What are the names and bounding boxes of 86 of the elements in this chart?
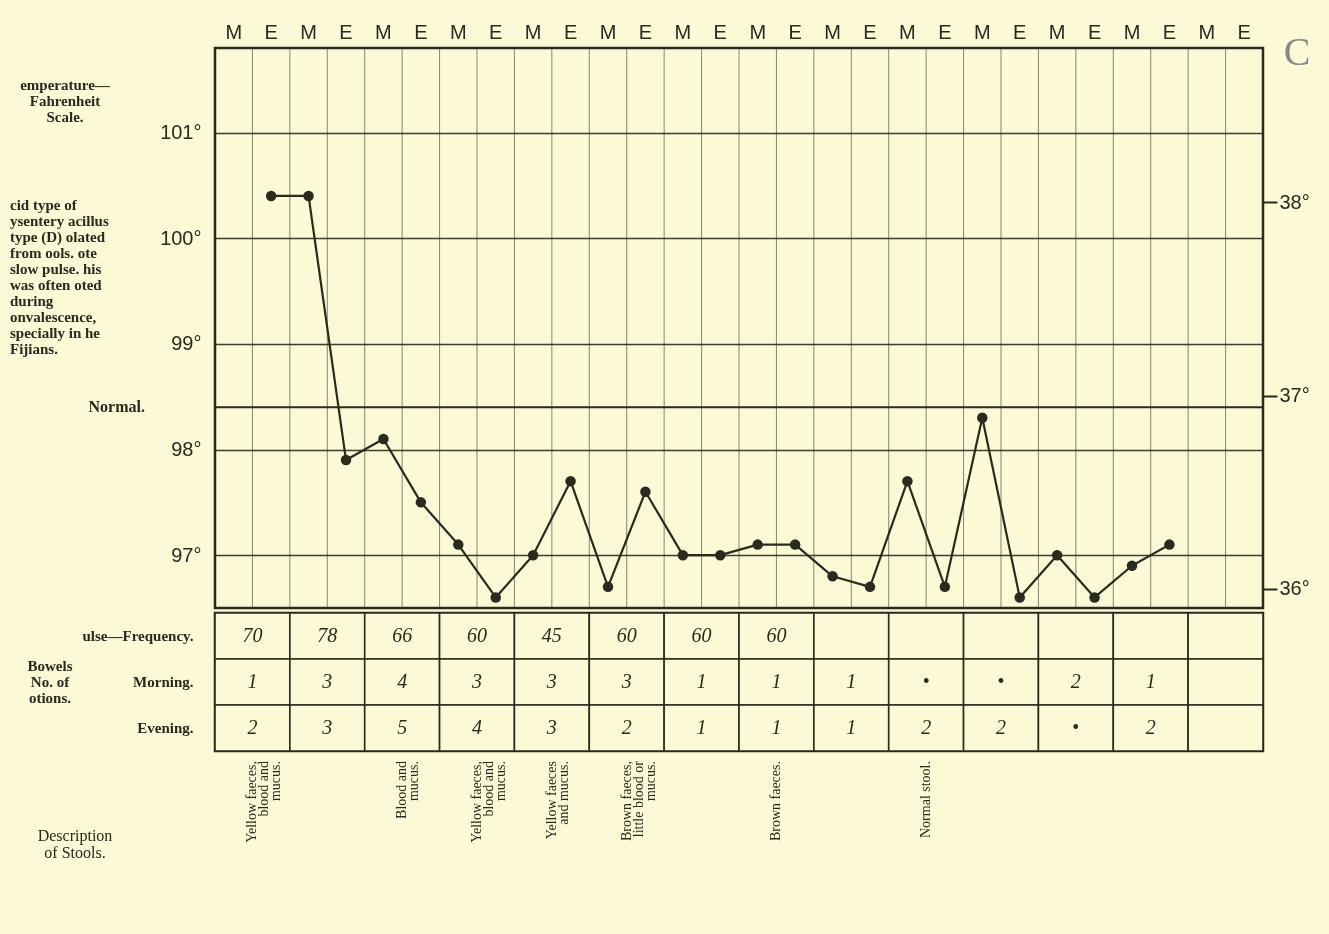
y2-tick-label: 38° — [1279, 190, 1310, 213]
x-tick-label: Brown faeces, little blood or mucus. — [618, 760, 658, 842]
y-tick-label: Morning. — [133, 674, 194, 690]
x-tick-label: M — [749, 20, 767, 43]
data-label: 1 — [846, 716, 857, 738]
text: cid type of ysentery acillus type (D) olated from ools. ote slow pulse. his was often oted during onvalescence, specially in he Fijians. — [10, 197, 109, 357]
x-tick-label: E — [863, 20, 877, 43]
y2-tick-label: 37° — [1279, 384, 1310, 407]
annotation: • — [997, 670, 1005, 692]
x-tick-label: E — [339, 20, 353, 43]
x-tick-label: M — [824, 20, 841, 43]
data-label: 3 — [545, 716, 557, 738]
data-label: 2 — [1070, 670, 1081, 692]
y-tick-label: ulse—Frequency. — [82, 628, 194, 644]
x-tick-label: M — [899, 20, 916, 43]
data-label: 1 — [696, 670, 707, 692]
data-label: 3 — [620, 670, 632, 692]
data-label: 3 — [321, 716, 333, 738]
data-label: 1 — [1145, 670, 1156, 692]
x-tick-label: E — [713, 20, 727, 43]
x-tick-label: E — [638, 20, 653, 43]
x-tick-label: M — [599, 20, 617, 43]
x-tick-label: Brown faeces. — [768, 761, 784, 842]
y-axis-title: emperature— Fahrenheit Scale. — [20, 77, 111, 125]
x-tick-label: E — [563, 20, 578, 43]
data-label: 3 — [471, 670, 482, 692]
x-tick-label: M — [524, 20, 542, 43]
data-label: 4 — [472, 716, 482, 738]
y-tick-label: 101° — [160, 121, 202, 144]
data-label: 70 — [242, 624, 263, 646]
y-tick-label: 100° — [160, 226, 202, 249]
data-label: 60 — [467, 624, 487, 646]
data-label: 5 — [397, 716, 408, 738]
data-label: 2 — [621, 716, 632, 738]
x-tick-label: Yellow faeces, blood and mucus. — [469, 761, 508, 843]
data-label: 2 — [996, 716, 1006, 738]
y-tick-label: 97° — [171, 543, 202, 566]
data-label: 3 — [321, 670, 333, 692]
data-label: 3 — [545, 670, 557, 692]
x-tick-label: M — [449, 20, 467, 43]
x-tick-label: Blood and mucus. — [394, 761, 422, 819]
x-axis-title: Description of Stools. — [37, 827, 113, 861]
data-label: 1 — [771, 670, 782, 692]
x-tick-label: E — [489, 20, 503, 43]
data-label: 1 — [771, 716, 782, 738]
text: C — [1283, 29, 1311, 74]
x-tick-label: M — [674, 20, 692, 43]
y-tick-label: 98° — [171, 438, 202, 461]
x-tick-label: E — [1087, 20, 1102, 43]
data-label: 2 — [247, 716, 258, 738]
x-tick-label: M — [375, 20, 392, 43]
x-tick-label: M — [300, 20, 317, 43]
y-tick-label: Evening. — [137, 720, 194, 736]
y2-tick-label: 36° — [1279, 577, 1310, 600]
x-tick-label: E — [414, 20, 428, 43]
data-label: 2 — [921, 716, 932, 738]
x-tick-label: E — [1237, 20, 1251, 43]
x-tick-label: M — [1048, 20, 1066, 43]
x-tick-label: E — [1013, 20, 1027, 43]
ref-line-label: Normal. — [88, 398, 145, 416]
data-label: 1 — [247, 670, 258, 692]
x-tick-label: E — [788, 20, 802, 43]
x-tick-label: E — [938, 20, 952, 43]
x-tick-label: E — [1162, 20, 1177, 43]
x-tick-label: Normal stool. — [918, 761, 934, 838]
x-tick-label: M — [1123, 20, 1141, 43]
x-tick-label: M — [973, 20, 991, 43]
y-tick-label: 99° — [171, 332, 202, 355]
x-tick-label: E — [264, 20, 278, 43]
x-tick-label: Yellow faeces and mucus. — [543, 761, 571, 840]
annotation: • — [922, 670, 930, 692]
x-tick-label: M — [225, 20, 243, 43]
data-label: 2 — [1145, 716, 1156, 738]
data-label: 78 — [317, 624, 338, 646]
data-label: 45 — [541, 624, 562, 646]
x-tick-label: Yellow faeces, blood and mucus. — [244, 761, 284, 843]
annotation: • — [1072, 716, 1080, 738]
y-axis-title: Bowels No. of otions. — [27, 658, 73, 706]
data-label: 1 — [846, 670, 857, 692]
data-label: 60 — [691, 624, 712, 646]
x-tick-label: M — [1198, 20, 1216, 43]
data-label: 4 — [397, 670, 408, 692]
data-label: 1 — [696, 716, 707, 738]
data-label: 60 — [616, 624, 637, 646]
data-label: 66 — [392, 624, 413, 646]
data-label: 60 — [766, 624, 787, 646]
